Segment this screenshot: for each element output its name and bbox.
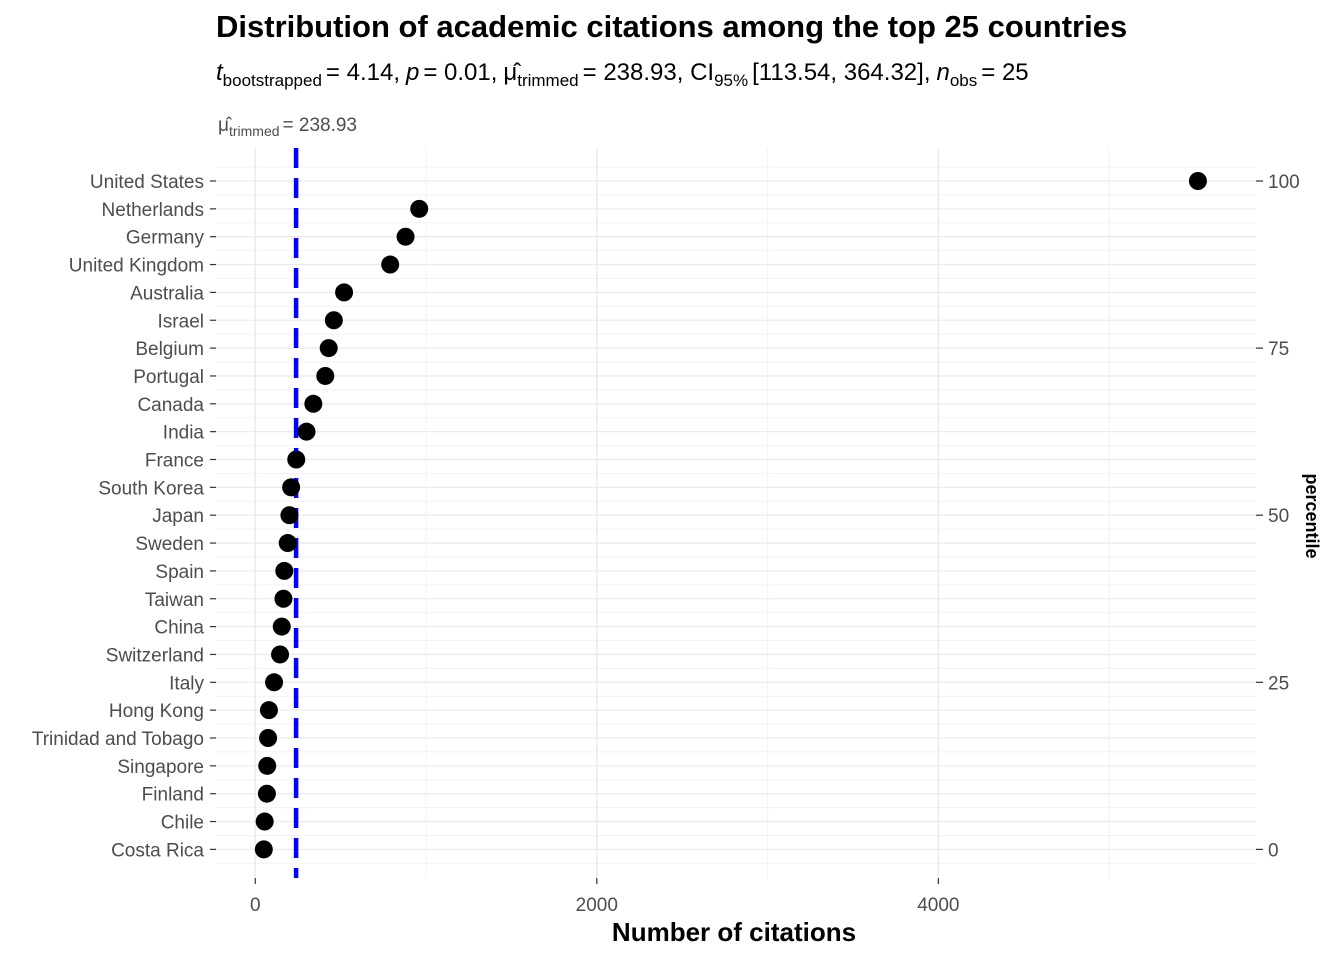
data-point [259,729,278,747]
t-symbol: t [216,59,224,86]
data-point [274,589,293,608]
x-tick-label: 0 [250,895,261,916]
p-value: = 0.01, [423,59,497,86]
data-point [275,561,294,580]
y-tick-label: Italy [169,673,204,694]
mean-value: = 238.93 [283,115,358,136]
data-point [254,840,273,859]
y-tick-label: Chile [161,813,204,834]
ci-value: [113.54, 364.32], [752,59,930,86]
data-point [297,422,316,441]
mu-subscript: trimmed [517,71,578,90]
data-point [280,506,299,525]
x-tick-label: 4000 [917,895,959,916]
y-tick-label: Costa Rica [111,840,204,861]
y-tick-label: Singapore [117,757,204,778]
y-tick-label: Japan [152,506,204,527]
data-point [282,478,301,497]
t-value: = 4.14, [326,59,400,86]
chart-title: Distribution of academic citations among… [216,9,1127,44]
y-tick-label: Hong Kong [109,701,204,722]
secondary-y-tick-label: 0 [1268,840,1279,861]
y-tick-label: Portugal [133,367,204,388]
points [254,172,1207,859]
y-tick-label: Sweden [135,534,204,555]
y-tick-label: Israel [158,311,204,332]
y-tick-label: Taiwan [145,590,204,611]
secondary-y-tick-label: 100 [1268,172,1300,193]
data-point [257,784,276,803]
y-tick-label: Canada [137,395,204,416]
x-axis-title: Number of citations [612,917,856,947]
y-tick-label: China [154,618,204,639]
n-value: = 25 [981,59,1028,86]
y-tick-label: Finland [142,785,204,806]
data-point [381,255,400,274]
p-symbol: p [405,59,419,86]
n-subscript: obs [950,71,977,90]
data-point [287,450,306,469]
data-point [324,311,343,330]
data-point [265,673,284,692]
data-point [410,199,429,218]
y-tick-label: United States [90,172,204,193]
t-subscript: bootstrapped [223,71,322,90]
ci-subscript: 95% [714,71,748,90]
y-tick-label: Netherlands [102,200,204,221]
y-tick-label: Spain [155,562,204,583]
mean-annotation: μ̂trimmed = 238.93 [218,115,357,139]
data-point [258,756,277,775]
data-point [319,339,338,358]
mu-hat: μ̂ [503,59,521,86]
mean-subscript: trimmed [229,123,280,139]
y-tick-label: Australia [130,283,204,304]
data-point [304,394,323,413]
x-tick-label: 2000 [576,895,618,916]
data-point [259,701,278,720]
data-point [278,534,297,553]
n-symbol: n [936,59,949,86]
y-tick-label: France [145,451,204,472]
y-tick-label: United Kingdom [69,256,204,277]
grid [216,148,1256,878]
secondary-y-tick-label: 50 [1268,506,1289,527]
y-tick-label: Trinidad and Tobago [32,729,204,750]
secondary-y-tick-label: 75 [1268,339,1289,360]
data-point [271,645,290,664]
mu-value: = 238.93, CI [583,59,714,86]
y-tick-label: Switzerland [106,645,204,666]
y-tick-label: Germany [126,228,205,249]
data-point [255,812,274,831]
y-tick-label: Belgium [135,339,204,360]
secondary-y-tick-label: 25 [1268,673,1289,694]
data-point [335,283,354,302]
secondary-y-axis-title: percentile [1302,473,1322,558]
data-point [1188,172,1207,190]
data-point [316,366,335,385]
data-point [272,617,291,636]
y-tick-label: India [163,423,205,444]
y-tick-label: South Korea [98,478,204,499]
chart-subtitle: tbootstrapped = 4.14, p = 0.01, μ̂trimmed = 2… [216,59,1029,90]
axes: United States Netherlands Germany United Ki… [32,172,1300,916]
data-point [396,227,415,246]
